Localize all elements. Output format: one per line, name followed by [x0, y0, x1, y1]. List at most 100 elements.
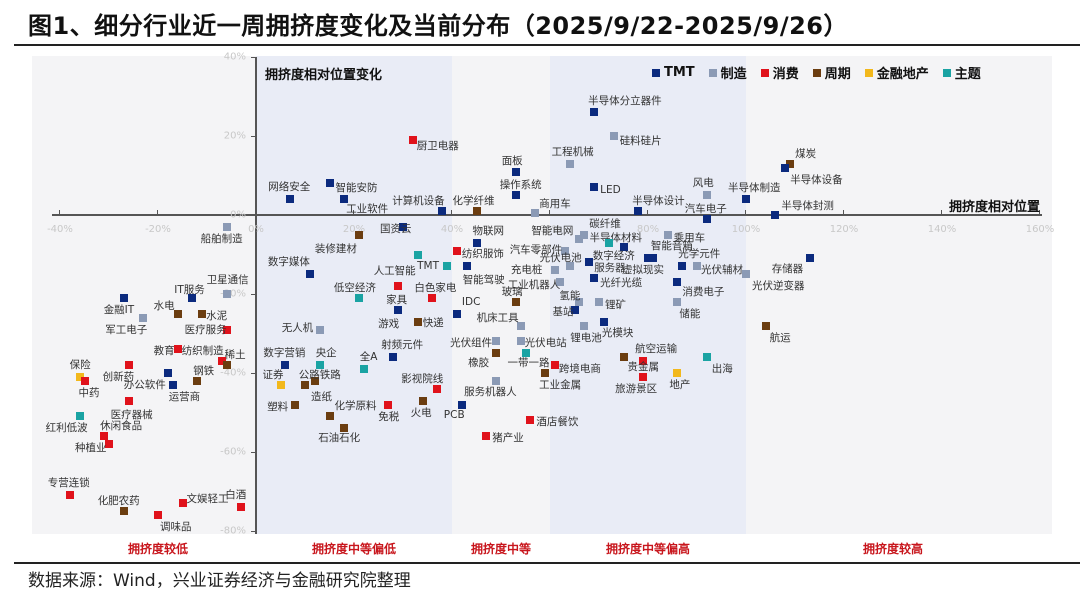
data-point[interactable] — [472, 207, 481, 216]
data-point[interactable] — [168, 380, 177, 389]
data-point[interactable] — [310, 376, 319, 385]
data-point[interactable] — [634, 207, 643, 216]
data-point[interactable] — [590, 108, 599, 117]
data-point[interactable] — [399, 222, 407, 231]
data-point[interactable] — [570, 305, 579, 314]
data-point[interactable] — [354, 293, 363, 302]
data-point[interactable] — [237, 503, 246, 512]
data-point[interactable] — [65, 491, 74, 500]
data-point[interactable] — [786, 159, 795, 168]
data-point[interactable] — [492, 376, 501, 385]
data-point[interactable] — [354, 230, 363, 239]
data-point[interactable] — [702, 191, 711, 200]
data-point[interactable] — [516, 321, 525, 330]
data-point[interactable] — [590, 183, 599, 192]
data-point[interactable] — [222, 290, 231, 298]
data-point[interactable] — [119, 507, 128, 516]
data-point[interactable] — [619, 353, 628, 362]
data-point[interactable] — [389, 353, 398, 362]
data-point[interactable] — [531, 209, 540, 218]
data-point[interactable] — [462, 262, 471, 271]
data-point[interactable] — [590, 274, 599, 283]
data-point[interactable] — [301, 380, 309, 389]
data-point[interactable] — [457, 400, 466, 409]
data-point[interactable] — [761, 321, 770, 330]
data-point[interactable] — [178, 499, 187, 508]
data-point[interactable] — [75, 372, 84, 381]
data-point[interactable] — [492, 337, 501, 346]
data-point[interactable] — [198, 309, 207, 318]
data-point[interactable] — [575, 297, 584, 306]
data-point[interactable] — [521, 349, 530, 358]
data-point[interactable] — [124, 396, 133, 405]
data-point[interactable] — [340, 424, 349, 433]
data-point[interactable] — [560, 246, 569, 255]
data-point[interactable] — [315, 325, 324, 334]
data-point[interactable] — [781, 163, 790, 172]
data-point[interactable] — [639, 372, 648, 381]
data-point[interactable] — [384, 400, 393, 409]
data-point[interactable] — [511, 297, 520, 306]
data-point[interactable] — [418, 396, 427, 405]
data-point[interactable] — [394, 305, 403, 314]
data-point[interactable] — [154, 511, 162, 520]
data-point[interactable] — [217, 357, 226, 366]
data-point[interactable] — [100, 432, 109, 441]
data-point[interactable] — [604, 238, 613, 247]
data-point[interactable] — [595, 297, 603, 306]
data-point[interactable] — [276, 380, 285, 389]
data-point[interactable] — [305, 270, 314, 279]
data-point[interactable] — [119, 293, 128, 302]
data-point[interactable] — [550, 361, 559, 370]
data-point[interactable] — [742, 195, 750, 204]
data-point[interactable] — [340, 195, 349, 204]
data-point[interactable] — [75, 412, 84, 421]
data-point[interactable] — [124, 361, 133, 370]
data-point[interactable] — [575, 234, 584, 243]
data-point[interactable] — [565, 262, 574, 271]
data-point[interactable] — [281, 361, 290, 370]
data-point[interactable] — [452, 309, 461, 318]
data-point[interactable] — [580, 230, 589, 239]
data-point[interactable] — [693, 262, 701, 271]
data-point[interactable] — [580, 321, 589, 330]
data-point[interactable] — [482, 432, 491, 441]
data-point[interactable] — [702, 353, 711, 362]
data-point[interactable] — [771, 211, 780, 219]
data-point[interactable] — [619, 242, 628, 251]
data-point[interactable] — [173, 345, 182, 354]
data-point[interactable] — [163, 369, 172, 377]
data-point[interactable] — [550, 266, 559, 275]
data-point[interactable] — [413, 250, 422, 259]
data-point[interactable] — [511, 167, 520, 176]
data-point[interactable] — [408, 135, 417, 144]
data-point[interactable] — [678, 262, 687, 271]
data-point[interactable] — [291, 400, 300, 409]
data-point[interactable] — [526, 416, 535, 425]
data-point[interactable] — [413, 317, 422, 326]
data-point[interactable] — [428, 293, 437, 302]
data-point[interactable] — [639, 357, 648, 366]
data-point[interactable] — [599, 317, 608, 326]
data-point[interactable] — [673, 278, 682, 287]
data-point[interactable] — [805, 254, 814, 263]
data-point[interactable] — [673, 297, 682, 306]
data-point[interactable] — [394, 282, 403, 291]
data-point[interactable] — [541, 369, 550, 377]
data-point[interactable] — [673, 369, 682, 377]
data-point[interactable] — [193, 376, 202, 385]
data-point[interactable] — [555, 278, 564, 287]
data-point[interactable] — [663, 230, 672, 239]
data-point[interactable] — [452, 246, 461, 255]
data-point[interactable] — [648, 254, 657, 263]
data-point[interactable] — [222, 222, 231, 231]
data-point[interactable] — [492, 349, 501, 358]
data-point[interactable] — [173, 309, 182, 318]
data-point[interactable] — [472, 238, 481, 247]
data-point[interactable] — [644, 254, 652, 263]
data-point[interactable] — [443, 262, 452, 271]
data-point[interactable] — [433, 384, 442, 393]
data-point[interactable] — [609, 132, 618, 140]
data-point[interactable] — [325, 179, 334, 188]
data-point[interactable] — [438, 207, 447, 216]
